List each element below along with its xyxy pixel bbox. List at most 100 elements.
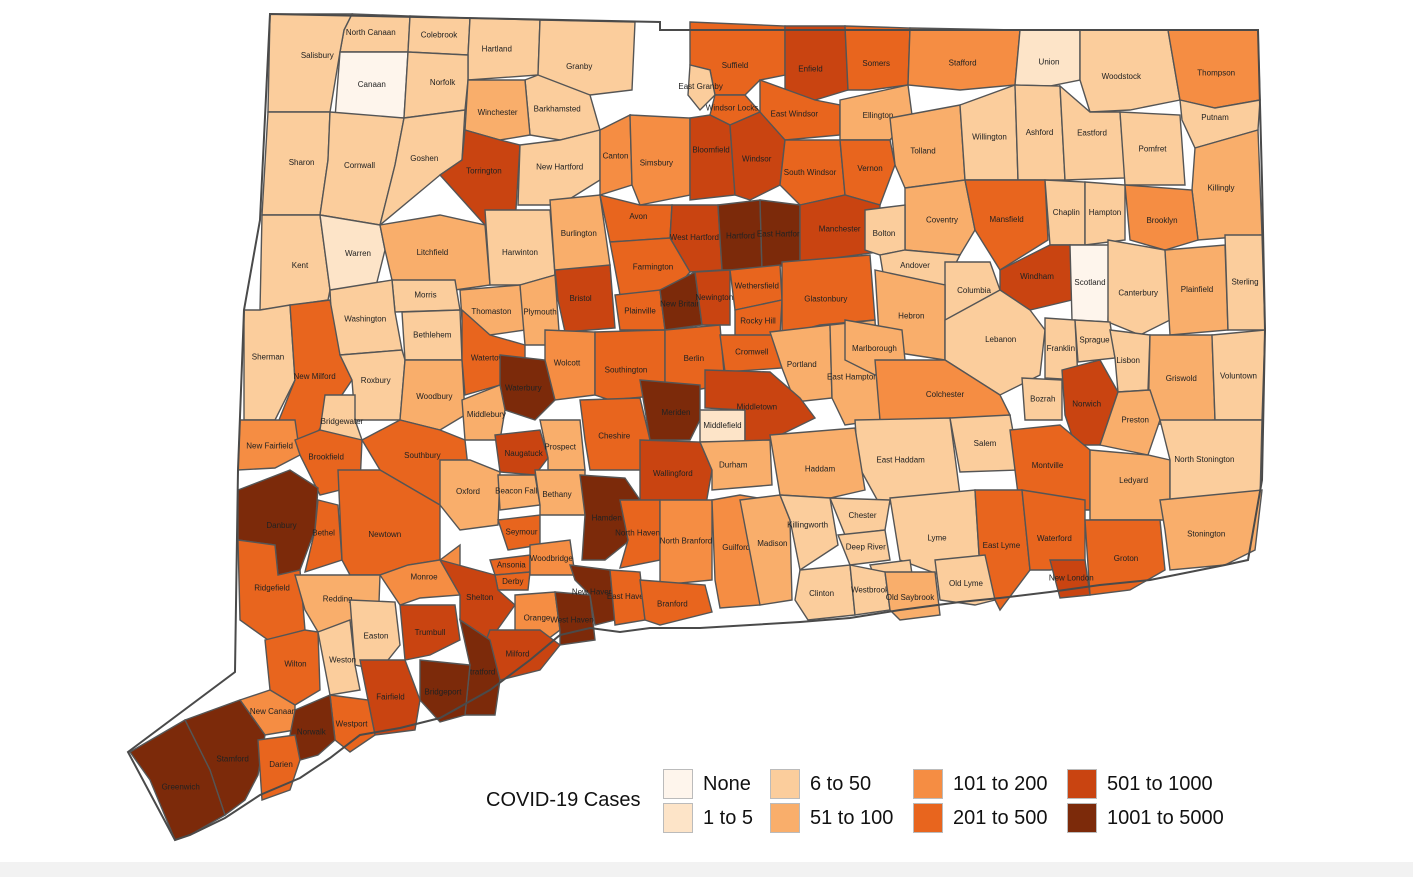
town-westbrook: Westbrook (849, 564, 891, 616)
town-canterbury: Canterbury (1107, 239, 1171, 336)
town-tolland: Tolland (889, 104, 966, 189)
town-area (837, 529, 891, 566)
town-area (778, 494, 839, 572)
town-area (839, 139, 896, 206)
town-label: Beacon Falls (495, 486, 541, 495)
legend-label: 6 to 50 (810, 772, 872, 795)
town-label: Sprague (1079, 336, 1110, 345)
town-chester: Chester (828, 497, 891, 536)
town-label: West Haven (550, 616, 593, 625)
legend-swatch (1067, 769, 1097, 799)
town-label: Old Lyme (949, 579, 983, 588)
town-label: Salem (974, 439, 997, 448)
town-bloomfield: Bloomfield (689, 114, 736, 201)
town-label: Madison (757, 539, 787, 548)
town-label: Bozrah (1030, 395, 1055, 404)
town-naugatuck: Naugatuck (494, 429, 549, 476)
town-label: Goshen (410, 154, 438, 163)
town-label: North Branford (660, 536, 712, 545)
town-label: Chaplin (1053, 208, 1080, 217)
town-area (494, 429, 549, 476)
town-prospect: Prospect (539, 419, 586, 471)
town-label: Harwinton (502, 248, 538, 257)
town-label: Torrington (466, 167, 502, 176)
towns-layer: North Canaan Colebrook Hartland Granby Suffi… (128, 13, 1266, 841)
town-label: Marlborough (852, 344, 897, 353)
town-label: Wallingford (653, 469, 693, 478)
town-label: Tolland (910, 146, 935, 155)
town-warren: Warren (319, 214, 386, 291)
town-label: Greenwich (162, 783, 200, 792)
town-area (794, 564, 856, 621)
town-label: Hartford (726, 231, 755, 240)
town-sprague: Sprague (1074, 319, 1116, 363)
town-label: Stafford (949, 59, 977, 68)
town-label: Glastonbury (804, 295, 847, 304)
town-label: Newtown (368, 530, 401, 539)
town-woodbury: Woodbury (399, 359, 466, 431)
town-label: Winchester (478, 108, 518, 117)
legend-swatch (913, 769, 943, 799)
town-hartland: Hartland (467, 17, 541, 81)
town-label: Stonington (1187, 529, 1225, 538)
town-label: Bridgewater (321, 417, 364, 426)
legend-swatch (1067, 803, 1097, 833)
town-label: Wethersfield (735, 281, 779, 290)
town-label: Cromwell (735, 348, 769, 357)
town-new-hartford: New Hartford (517, 129, 601, 206)
town-area (1124, 184, 1199, 251)
town-area (844, 25, 911, 91)
town-label: Monroe (410, 573, 438, 582)
town-label: Putnam (1201, 113, 1229, 122)
town-union: Union (1014, 29, 1081, 87)
town-vernon: Vernon (839, 139, 896, 206)
town-meriden: Meriden (639, 379, 701, 441)
town-label: Colebrook (421, 30, 458, 39)
town-somers: Somers (844, 25, 911, 91)
legend-label: 501 to 1000 (1107, 772, 1213, 795)
town-label: Stratford (465, 668, 496, 677)
town-killingworth: Killingworth (778, 494, 839, 572)
town-label: Brooklyn (1146, 216, 1177, 225)
town-area (379, 214, 491, 291)
town-sterling: Sterling (1224, 234, 1266, 331)
town-east-granby: East Granby (678, 64, 723, 112)
town-label: South Windsor (784, 168, 837, 177)
town-hartford: Hartford (717, 199, 763, 271)
town-label: East Hampton (827, 373, 878, 382)
town-label: Windham (1020, 272, 1054, 281)
town-enfield: Enfield (784, 25, 849, 101)
town-area (1119, 111, 1186, 186)
town-colebrook: Colebrook (407, 15, 471, 56)
town-label: East Lyme (983, 541, 1021, 550)
legend-swatch (663, 769, 693, 799)
town-label: Somers (862, 59, 890, 68)
town-label: Woodbury (416, 392, 452, 401)
town-label: Bridgeport (425, 688, 463, 697)
town-woodbridge: Woodbridge (529, 539, 576, 576)
town-area (304, 499, 343, 574)
town-south-windsor: South Windsor (779, 139, 846, 206)
town-label: Bolton (873, 229, 896, 238)
town-area (639, 579, 713, 626)
town-label: Avon (629, 212, 647, 221)
town-label: Colchester (926, 390, 965, 399)
town-hamden: Hamden (579, 474, 641, 561)
town-area (1099, 389, 1161, 456)
town-lisbon: Lisbon (1109, 329, 1151, 393)
town-label: Ellington (863, 111, 894, 120)
legend-label: 101 to 200 (953, 772, 1048, 795)
town-area (1107, 239, 1171, 336)
town-canaan: Canaan (334, 51, 409, 119)
town-label: Montville (1032, 461, 1064, 470)
town-label: Redding (323, 595, 353, 604)
town-label: Norwich (1072, 400, 1101, 409)
town-label: Canton (603, 151, 629, 160)
town-area (438, 558, 516, 641)
town-north-canaan: North Canaan (339, 13, 411, 53)
town-area (544, 329, 596, 401)
town-area (784, 25, 849, 101)
legend-item: 1 to 5 (663, 801, 753, 835)
legend-title: COVID-19 Cases (486, 789, 641, 811)
town-label: Litchfield (417, 248, 449, 257)
